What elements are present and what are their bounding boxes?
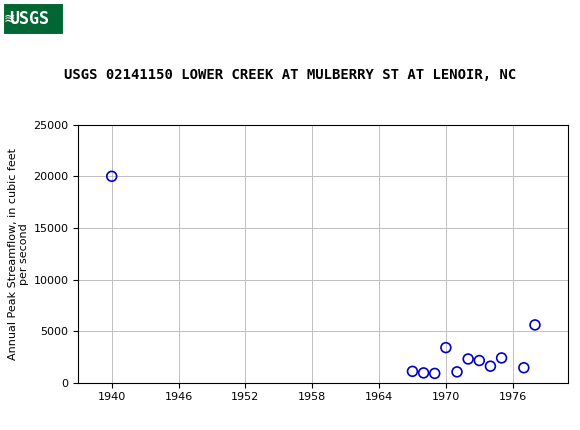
Point [452,369,462,375]
Text: ≋: ≋ [3,12,15,26]
Point [430,370,440,377]
Point [408,368,417,375]
Y-axis label: Annual Peak Streamflow, in cubic feet
per second: Annual Peak Streamflow, in cubic feet pe… [8,147,29,360]
Text: USGS: USGS [9,10,49,28]
Point [497,354,506,361]
Point [474,357,484,364]
Point [419,369,428,376]
Point [519,364,528,371]
Point [486,363,495,370]
FancyBboxPatch shape [3,3,64,35]
Text: USGS 02141150 LOWER CREEK AT MULBERRY ST AT LENOIR, NC: USGS 02141150 LOWER CREEK AT MULBERRY ST… [64,68,516,82]
Point [441,344,451,351]
Point [530,322,539,329]
Point [107,173,117,180]
Point [463,356,473,362]
